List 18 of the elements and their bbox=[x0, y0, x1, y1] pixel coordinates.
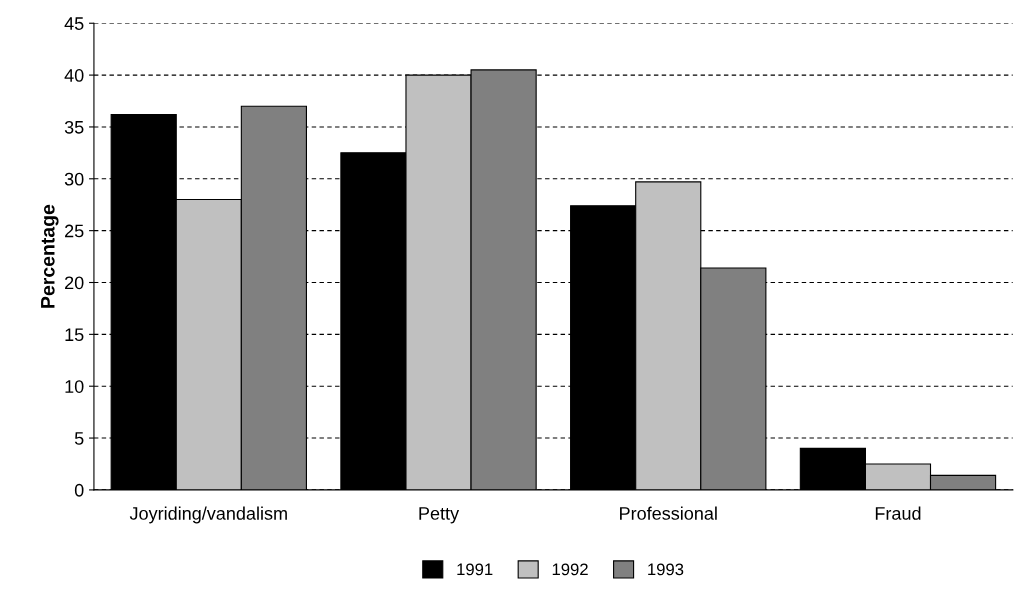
legend-label: 1992 bbox=[552, 563, 588, 576]
legend-label: 1993 bbox=[648, 563, 684, 576]
y-tick-label: 0 bbox=[74, 483, 84, 497]
y-tick-label: 15 bbox=[65, 328, 84, 342]
y-tick-label: 20 bbox=[65, 276, 84, 290]
y-tick-label: 40 bbox=[64, 69, 84, 82]
y-axis-title: Percentage bbox=[41, 204, 59, 308]
x-tick-label: Professional bbox=[620, 506, 717, 520]
x-tick-label: Joyriding/vandalism bbox=[129, 506, 287, 524]
y-tick-label: 5 bbox=[74, 432, 84, 445]
y-tick-label: 10 bbox=[65, 380, 84, 393]
y-tick-label: 25 bbox=[65, 224, 84, 238]
x-tick-label: Petty bbox=[419, 507, 460, 524]
x-tick-label: Fraud bbox=[875, 506, 921, 520]
y-tick-label: 30 bbox=[64, 172, 84, 186]
legend-label: 1991 bbox=[457, 563, 493, 576]
y-tick-label: 35 bbox=[64, 120, 84, 134]
y-tick-label: 45 bbox=[64, 17, 84, 30]
